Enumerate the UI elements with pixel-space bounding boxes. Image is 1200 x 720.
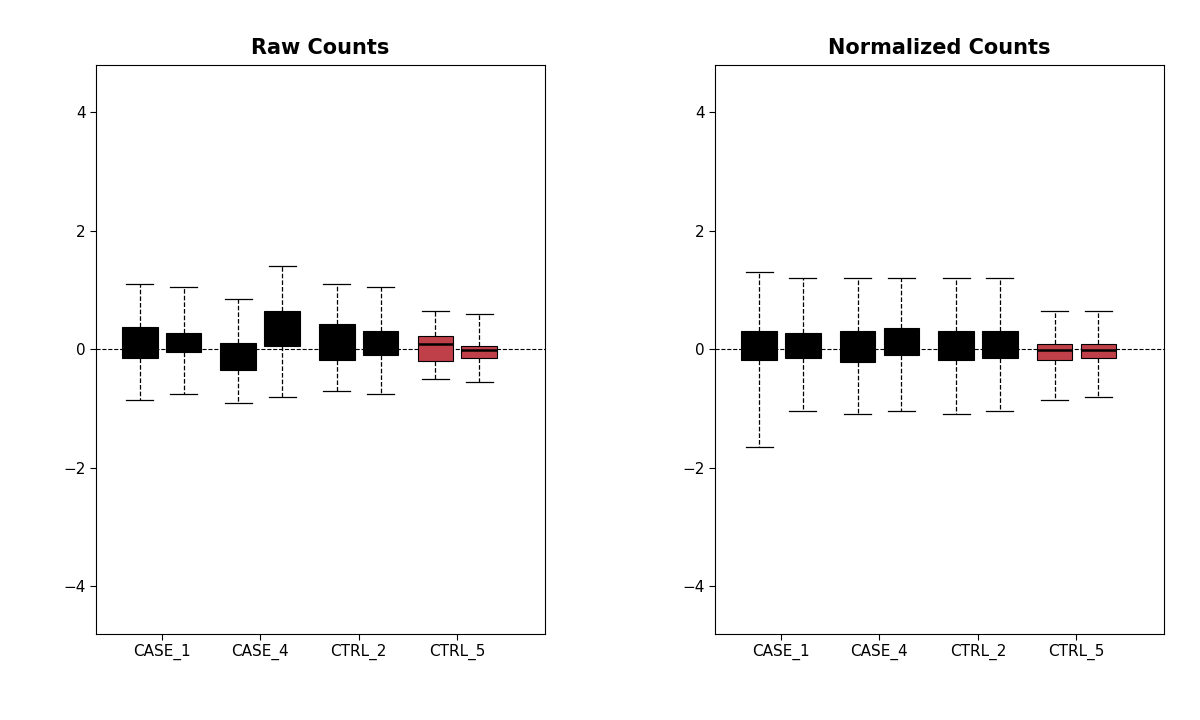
Bar: [264, 311, 300, 346]
Bar: [166, 333, 202, 352]
Title: Raw Counts: Raw Counts: [251, 37, 390, 58]
Bar: [840, 331, 875, 362]
Bar: [418, 336, 454, 361]
Bar: [461, 346, 497, 358]
Bar: [883, 328, 919, 355]
Bar: [938, 331, 974, 360]
Title: Normalized Counts: Normalized Counts: [828, 37, 1051, 58]
Bar: [785, 333, 821, 358]
Bar: [982, 331, 1018, 358]
Bar: [1080, 344, 1116, 358]
Bar: [742, 331, 776, 360]
Bar: [122, 327, 157, 358]
Bar: [319, 324, 354, 360]
Bar: [1037, 344, 1073, 360]
Bar: [221, 343, 256, 370]
Bar: [362, 331, 398, 355]
